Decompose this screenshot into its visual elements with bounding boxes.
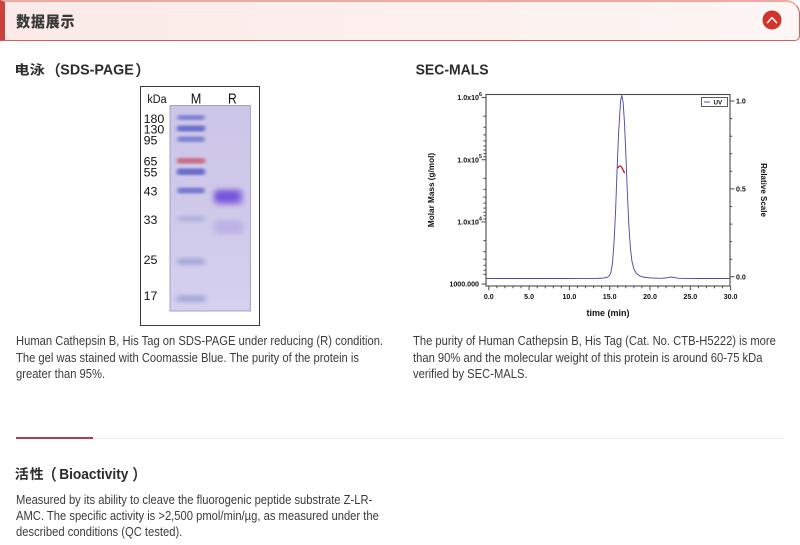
svg-text:1.0x10: 1.0x10 — [457, 219, 479, 227]
svg-text:Molar Mass (g/mol): Molar Mass (g/mol) — [427, 153, 436, 227]
svg-text:time (min): time (min) — [586, 308, 629, 318]
svg-text:kDa: kDa — [147, 92, 167, 106]
svg-text:1.0: 1.0 — [736, 98, 746, 106]
svg-text:43: 43 — [144, 185, 158, 199]
svg-text:4: 4 — [479, 216, 482, 222]
svg-text:33: 33 — [144, 213, 158, 227]
svg-text:17: 17 — [144, 289, 158, 303]
svg-text:1000.000: 1000.000 — [449, 281, 479, 289]
svg-text:55: 55 — [144, 166, 158, 180]
svg-text:SEC-MALS: SEC-MALS — [416, 63, 489, 79]
svg-text:95: 95 — [144, 133, 158, 147]
svg-text:65: 65 — [144, 154, 158, 168]
svg-text:25.0: 25.0 — [683, 293, 697, 301]
svg-text:M: M — [191, 91, 202, 107]
svg-text:5.0: 5.0 — [524, 293, 534, 301]
svg-text:1.0x10: 1.0x10 — [457, 156, 479, 164]
svg-text:SDS-PAGE: SDS-PAGE — [60, 62, 134, 78]
svg-text:0.0: 0.0 — [736, 273, 746, 281]
svg-text:20.0: 20.0 — [643, 293, 657, 301]
svg-text:1.0x10: 1.0x10 — [457, 94, 479, 102]
svg-text:6: 6 — [479, 92, 482, 98]
svg-text:0.0: 0.0 — [484, 293, 494, 301]
svg-text:30.0: 30.0 — [724, 293, 738, 301]
svg-text:UV: UV — [714, 100, 724, 107]
svg-text:0.5: 0.5 — [736, 185, 746, 193]
svg-text:180: 180 — [144, 112, 165, 126]
svg-text:130: 130 — [144, 122, 165, 136]
svg-text:10.0: 10.0 — [562, 293, 576, 301]
svg-text:15.0: 15.0 — [603, 293, 617, 301]
svg-text:Relative Scale: Relative Scale — [759, 163, 768, 217]
svg-text:Bioactivity: Bioactivity — [59, 467, 129, 483]
svg-text:R: R — [228, 90, 237, 106]
svg-text:5: 5 — [479, 154, 482, 160]
svg-text:25: 25 — [144, 253, 158, 267]
